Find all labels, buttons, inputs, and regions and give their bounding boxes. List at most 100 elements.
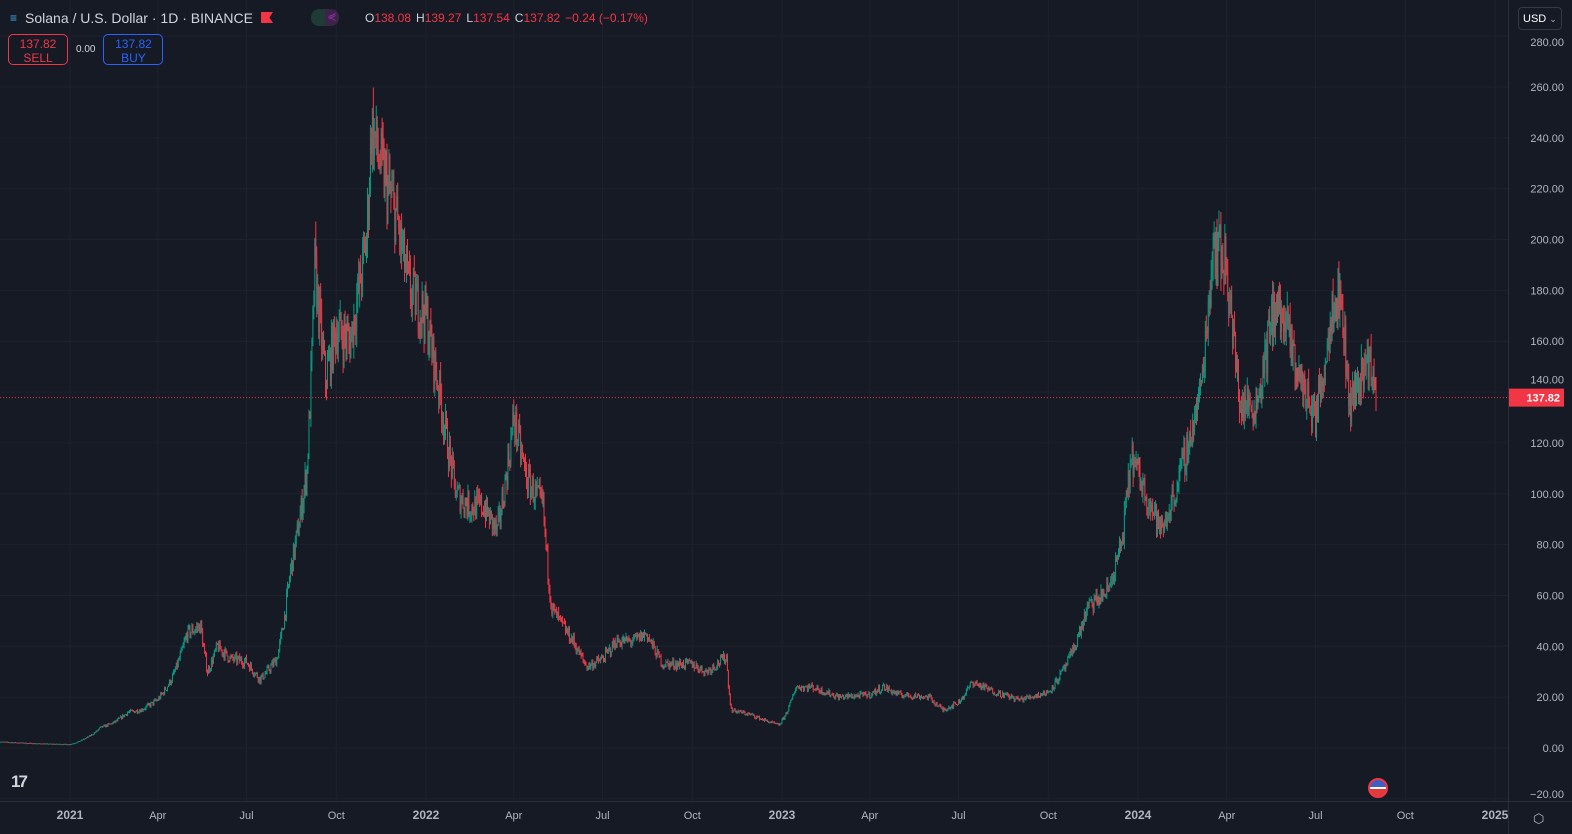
candle-body bbox=[978, 684, 980, 687]
candle-body bbox=[765, 718, 766, 721]
candle-body bbox=[908, 694, 910, 698]
candle-body bbox=[6, 741, 8, 743]
candle-body bbox=[713, 664, 715, 668]
candle-body bbox=[322, 340, 324, 350]
candle-body bbox=[725, 660, 726, 663]
candle-body bbox=[804, 687, 805, 690]
candle-body bbox=[1011, 694, 1013, 698]
candle-body bbox=[187, 626, 189, 641]
sell-button[interactable]: 137.82 SELL bbox=[8, 34, 68, 65]
candle-body bbox=[492, 519, 494, 530]
candle-body bbox=[191, 626, 193, 633]
candle-body bbox=[236, 654, 238, 663]
candle-body bbox=[1203, 366, 1205, 374]
candle-body bbox=[287, 586, 288, 594]
candle-body bbox=[960, 701, 961, 703]
candle-body bbox=[121, 716, 123, 719]
candle-body bbox=[895, 691, 897, 695]
candle-body bbox=[463, 507, 465, 513]
candle-body bbox=[1036, 695, 1037, 697]
candle-body bbox=[927, 695, 929, 700]
candle-body bbox=[445, 415, 446, 429]
candle-body bbox=[177, 659, 179, 667]
candle-body bbox=[269, 670, 271, 672]
candle-body bbox=[300, 497, 302, 515]
candle-body bbox=[853, 695, 855, 698]
candle-body bbox=[706, 670, 708, 672]
candle-body bbox=[400, 223, 402, 246]
candle-body bbox=[7, 741, 8, 743]
candle-body bbox=[596, 657, 598, 663]
candle-body bbox=[311, 338, 313, 363]
candle-body bbox=[293, 544, 295, 557]
candle-body bbox=[868, 692, 870, 695]
candle-body bbox=[86, 737, 87, 739]
candle-body bbox=[1263, 359, 1265, 373]
candle-body bbox=[1334, 303, 1336, 310]
candle-body bbox=[116, 720, 118, 722]
candle-body bbox=[533, 501, 535, 503]
candle-body bbox=[407, 252, 408, 264]
candle-body bbox=[580, 651, 582, 656]
candle-body bbox=[69, 744, 71, 746]
candle-body bbox=[166, 689, 167, 691]
candle-body bbox=[511, 429, 513, 437]
menu-icon[interactable]: ≡ bbox=[10, 10, 18, 25]
candle-body bbox=[1219, 226, 1221, 232]
candle-body bbox=[793, 694, 795, 696]
candle-body bbox=[253, 675, 255, 677]
candle-body bbox=[250, 664, 251, 671]
candle-body bbox=[1352, 383, 1353, 398]
candle-body bbox=[40, 743, 42, 745]
candle-body bbox=[118, 717, 120, 719]
candle-body bbox=[659, 656, 661, 658]
candle-body bbox=[387, 181, 389, 216]
candle-body bbox=[783, 717, 785, 719]
change-value: −0.24 (−0.17%) bbox=[565, 10, 648, 25]
candle-body bbox=[1139, 467, 1141, 488]
candle-body bbox=[363, 241, 364, 245]
candle-body bbox=[70, 744, 72, 746]
candle-body bbox=[691, 660, 693, 668]
tradingview-logo[interactable]: 17 bbox=[11, 772, 28, 791]
candle-body bbox=[1194, 412, 1195, 432]
market-status-pill[interactable]: ⋞ bbox=[310, 9, 339, 26]
candle-body bbox=[370, 137, 371, 190]
currency-select[interactable]: USD ⌄ bbox=[1518, 7, 1562, 30]
candle-body bbox=[1236, 366, 1237, 373]
candle-body bbox=[694, 667, 696, 669]
candle-body bbox=[419, 317, 421, 332]
candle-body bbox=[1073, 645, 1075, 652]
us-flag-icon[interactable] bbox=[1368, 778, 1388, 798]
candle-body bbox=[432, 336, 434, 358]
candle-body bbox=[1269, 316, 1271, 341]
candle-body bbox=[1262, 359, 1264, 386]
candle-body bbox=[1346, 374, 1348, 377]
symbol-title[interactable]: Solana / U.S. Dollar · 1D · BINANCE bbox=[25, 9, 253, 26]
candle-body bbox=[552, 604, 554, 614]
candle-body bbox=[746, 714, 748, 716]
candle-body bbox=[258, 676, 260, 682]
candle-body bbox=[815, 689, 817, 691]
candle-body bbox=[805, 686, 806, 688]
candle-body bbox=[367, 199, 368, 240]
candle-body bbox=[1297, 380, 1299, 382]
flag-icon[interactable] bbox=[260, 12, 273, 23]
candle-body bbox=[1238, 363, 1239, 399]
candle-body bbox=[156, 700, 158, 702]
candle-body bbox=[281, 629, 283, 635]
buy-button[interactable]: 137.82 BUY bbox=[103, 34, 164, 65]
candle-body bbox=[1228, 300, 1230, 315]
candle-body bbox=[1351, 397, 1353, 422]
candle-body bbox=[1099, 597, 1101, 601]
candle-body bbox=[523, 454, 524, 459]
candle-body bbox=[902, 696, 904, 698]
candle-body bbox=[493, 519, 495, 529]
candle-body bbox=[909, 696, 911, 698]
candle-body bbox=[418, 328, 420, 332]
candle-body bbox=[531, 479, 533, 490]
candle-body bbox=[865, 692, 867, 696]
candle-body bbox=[1249, 398, 1251, 406]
settings-icon[interactable]: ⬡ bbox=[1533, 811, 1545, 826]
